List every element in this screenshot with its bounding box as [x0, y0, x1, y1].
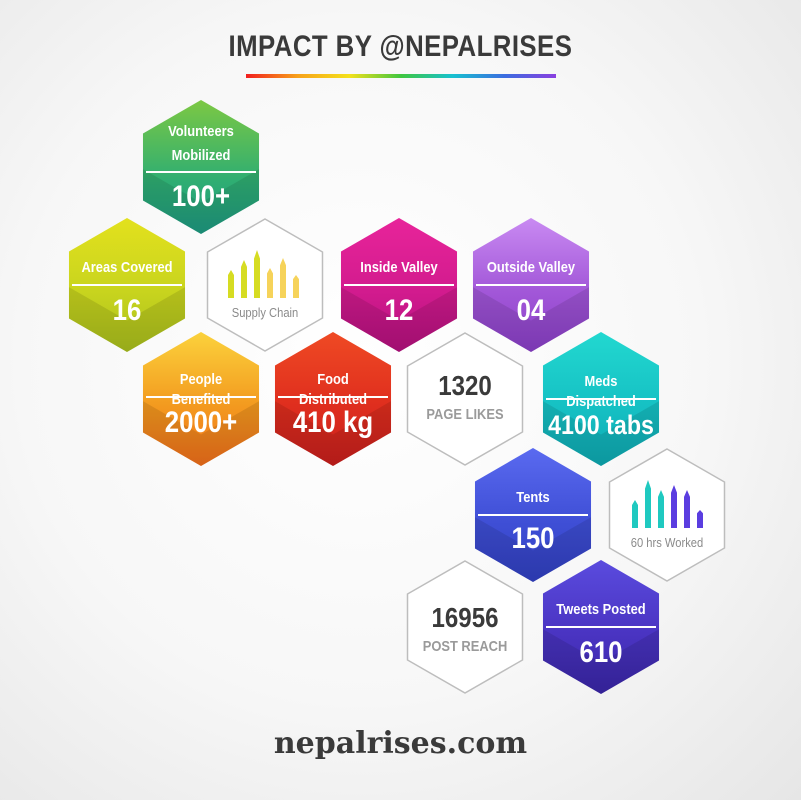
hex-meds-dispatched: Meds Dispatched 4100 tabs	[542, 332, 660, 466]
hex-food-distributed: Food Distributed 410 kg	[274, 332, 392, 466]
tents-label: Tents	[516, 489, 550, 506]
inside-valley-value: 12	[384, 294, 414, 327]
bar-icon-bar	[645, 480, 651, 528]
meds-label: Meds Dispatched	[566, 373, 636, 410]
bar-icon-bar	[671, 485, 677, 528]
bar-icon-bar	[280, 258, 286, 298]
post-reach-value: 16956	[431, 602, 499, 633]
tweets-label: Tweets Posted	[556, 601, 646, 618]
people-label: People Benefited	[171, 371, 231, 408]
tents-value: 150	[511, 522, 555, 555]
bar-icon-bar	[241, 260, 247, 298]
hex-areas-covered: Areas Covered 16	[68, 218, 186, 352]
hex-supply-chain: Supply Chain	[198, 218, 332, 352]
hex-outline	[406, 560, 524, 694]
post-reach-label: POST REACH	[422, 638, 508, 655]
hours-bar-icon	[632, 478, 706, 528]
bar-icon-bar	[684, 490, 690, 528]
supply-chain-bar-icon	[228, 248, 302, 298]
bar-icon-bar	[632, 500, 638, 528]
outside-valley-label: Outside Valley	[486, 259, 576, 276]
footer-url: nepalrises.com	[273, 726, 528, 761]
bar-icon-bar	[697, 510, 703, 528]
hex-page-likes: 1320 PAGE LIKES	[398, 332, 532, 466]
page-title: IMPACT BY @NEPALRISES	[228, 30, 573, 63]
hex-outline	[206, 218, 324, 352]
title-rainbow-underline	[246, 74, 556, 78]
bar-icon-bar	[228, 270, 234, 298]
bar-icon-bar	[267, 268, 273, 298]
hex-outline	[608, 448, 726, 582]
volunteers-label-line2: Mobilized	[171, 147, 231, 164]
volunteers-label-line1: Volunteers	[168, 123, 234, 140]
hours-label: 60 hrs Worked	[630, 535, 704, 550]
food-value: 410 kg	[292, 406, 374, 439]
bar-icon-bar	[254, 250, 260, 298]
tweets-value: 610	[579, 636, 623, 669]
page-likes-label: PAGE LIKES	[426, 406, 504, 423]
volunteers-value: 100+	[171, 180, 231, 213]
hex-outline	[406, 332, 524, 466]
bar-icon-bar	[658, 490, 664, 528]
outside-valley-value: 04	[516, 294, 546, 327]
hex-volunteers-mobilized: Volunteers Mobilized 100+	[142, 100, 260, 234]
people-value: 2000+	[164, 406, 238, 439]
page-likes-value: 1320	[438, 370, 492, 401]
hex-post-reach: 16956 POST REACH	[398, 560, 532, 694]
supply-chain-label: Supply Chain	[231, 305, 299, 320]
food-label: Food Distributed	[298, 371, 368, 408]
hex-hours-worked: 60 hrs Worked	[600, 448, 734, 582]
areas-value: 16	[112, 294, 142, 327]
hex-people-benefited: People Benefited 2000+	[142, 332, 260, 466]
meds-value: 4100 tabs	[548, 410, 654, 440]
bar-icon-bar	[293, 275, 299, 298]
inside-valley-label: Inside Valley	[360, 259, 438, 276]
areas-label: Areas Covered	[81, 259, 173, 276]
